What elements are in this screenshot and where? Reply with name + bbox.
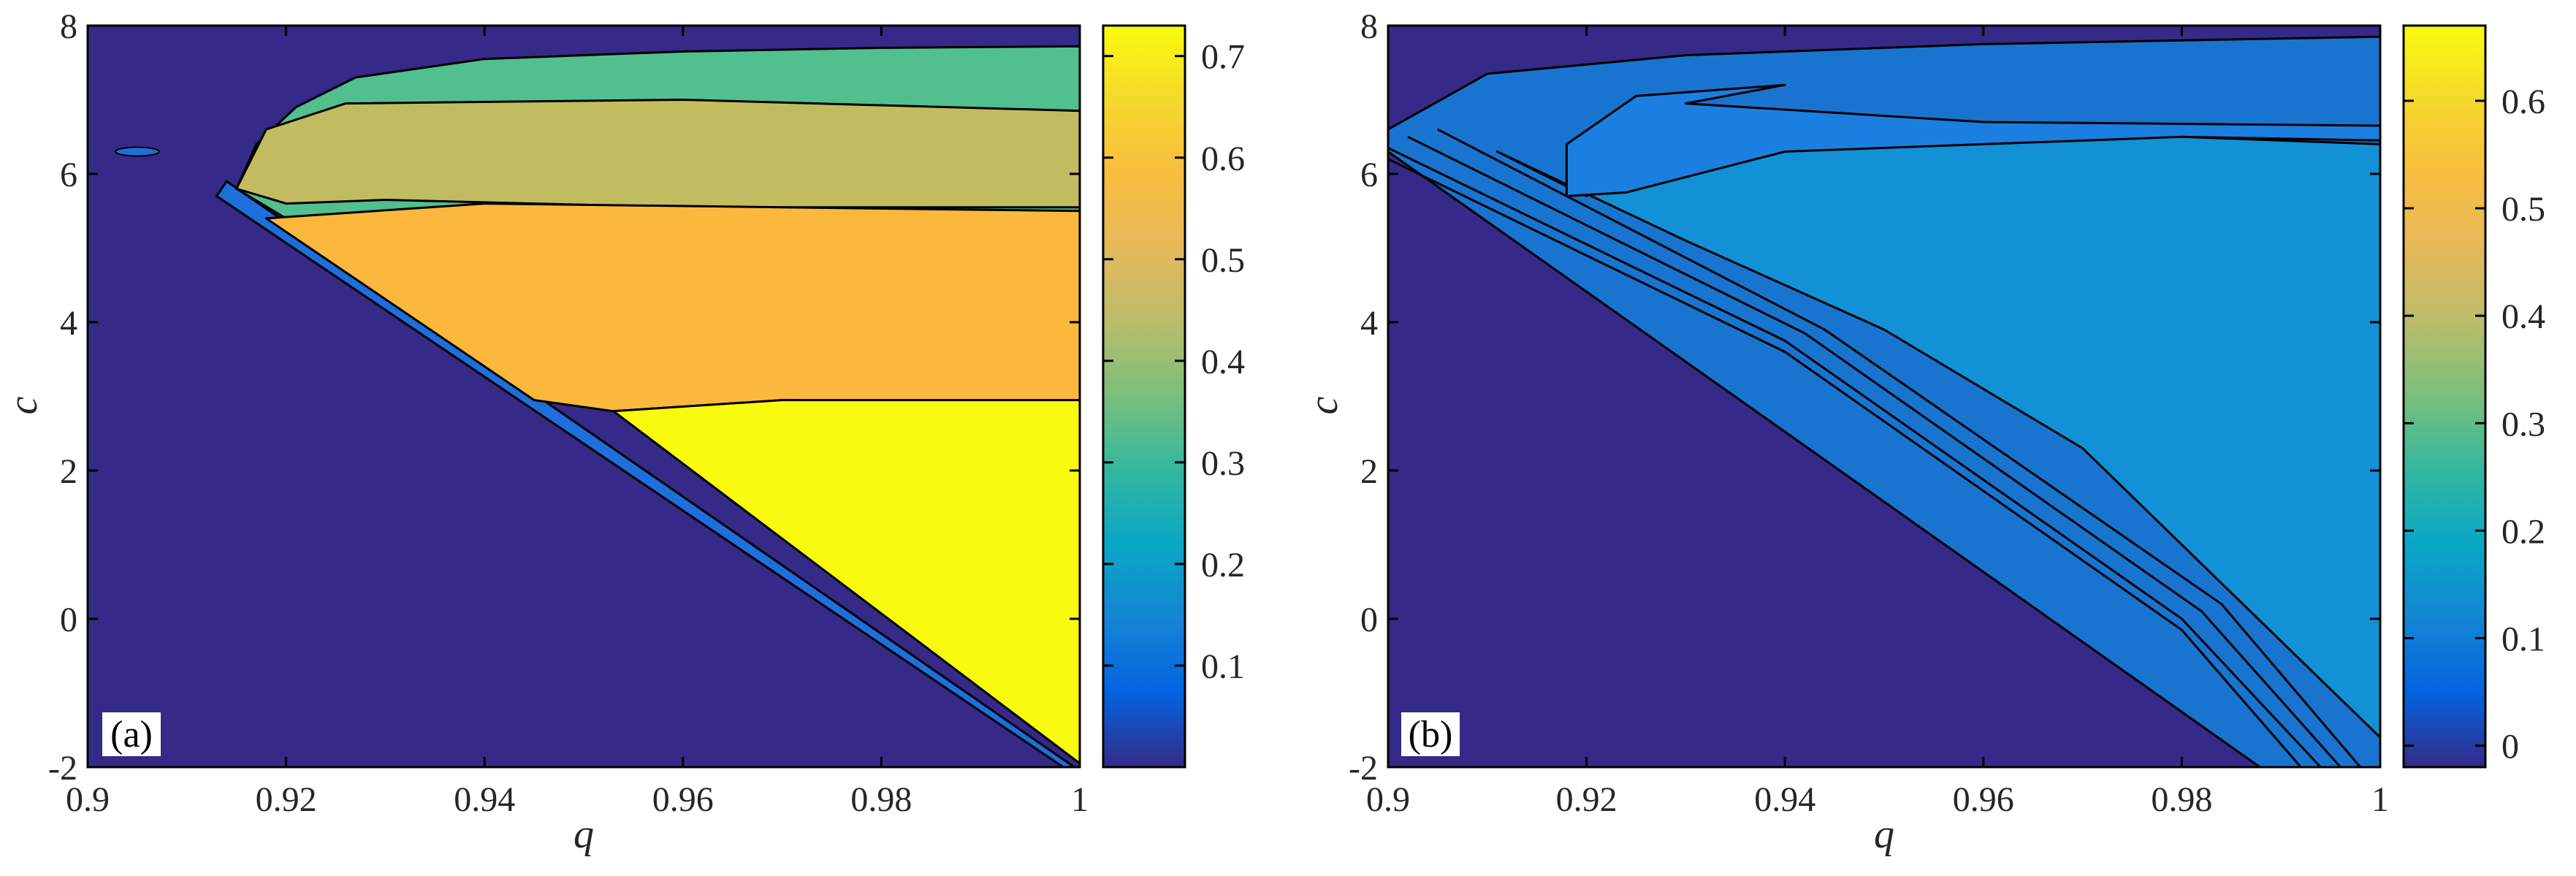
- contour-line: [1388, 147, 2322, 767]
- contour-regions-a: [114, 45, 1080, 767]
- y-tick-label: 4: [1360, 304, 1378, 343]
- x-tick-label: 0.98: [2151, 780, 2212, 819]
- x-tick-label: 0.98: [850, 780, 912, 819]
- colorbar-tick-label: 0: [2501, 728, 2519, 766]
- plot-frame-a: [86, 24, 1081, 769]
- colorbar-tick-label: 0.2: [2501, 512, 2545, 551]
- x-axis-label-a: q: [573, 812, 594, 857]
- colorbar-tick-label: 0.2: [1201, 546, 1245, 584]
- x-axis-label-b: q: [1874, 812, 1894, 857]
- colorbar-tick-label: 0.5: [1201, 241, 1245, 280]
- colorbar-ticks-b: 0 0.1 0.2 0.3 0.4 0.5 0.6: [2404, 83, 2545, 766]
- x-tick-label: 0.92: [256, 780, 317, 819]
- contour-line: [1407, 135, 2341, 767]
- x-tick-label: 0.9: [66, 780, 110, 819]
- x-tick-label: 1: [2371, 780, 2389, 819]
- y-tick-label: -2: [1349, 749, 1378, 788]
- y-tick-label: 6: [60, 156, 77, 194]
- colorbar-tick-label: 0.6: [2501, 83, 2545, 121]
- x-tick-label: 0.92: [1556, 780, 1617, 819]
- y-tick-label: 4: [60, 304, 77, 343]
- panel-tag-a: (a): [110, 714, 153, 755]
- y-tick-label: 0: [60, 601, 77, 639]
- colorbar-tick-label: 0.1: [2501, 620, 2545, 658]
- colorbar-tick-label: 0.4: [2501, 297, 2545, 336]
- contour-region-top-pocket: [1565, 83, 2380, 197]
- x-ticks-b: 0.9 0.92 0.94 0.96 0.98 1: [1366, 26, 2389, 819]
- y-axis-label-b: c: [1301, 396, 1346, 414]
- panel-tag-box-a: [102, 712, 161, 756]
- colorbar-tick-label: 0.5: [2501, 190, 2545, 229]
- y-tick-label: 2: [60, 452, 77, 491]
- plot-frame-b: [1387, 24, 2382, 769]
- y-tick-label: 8: [60, 7, 77, 46]
- x-tick-label: 0.94: [1754, 780, 1815, 819]
- colorbar-ticks-a: 0.1 0.2 0.3 0.4 0.5 0.6 0.7: [1103, 38, 1245, 686]
- colorbar-b: [2402, 24, 2487, 769]
- colorbar-tick-label: 0.3: [2501, 405, 2545, 443]
- x-tick-label: 0.96: [652, 780, 714, 819]
- x-tick-label: 0.94: [454, 780, 515, 819]
- contour-region-orange-band: [264, 202, 1080, 413]
- y-ticks-b: -2 0 2 4 6 8: [1349, 7, 2380, 788]
- contour-spot: [114, 146, 160, 157]
- y-tick-label: 6: [1360, 156, 1378, 194]
- contour-line: [1437, 128, 2361, 767]
- colorbar-a: [1102, 24, 1186, 769]
- panel-tag-b: (b): [1409, 714, 1453, 755]
- y-ticks-a: -2 0 2 4 6 8: [48, 7, 1080, 788]
- panel-a: 0.9 0.92 0.94 0.96 0.98 1 -2 0 2 4 6 8 q c (a) 0.1…: [1, 7, 1245, 857]
- colorbar-tick-label: 0.3: [1201, 444, 1245, 483]
- contour-region-middle-band: [235, 99, 1080, 209]
- y-tick-label: 2: [1360, 452, 1378, 491]
- panel-tag-box-b: [1401, 712, 1460, 756]
- y-tick-label: 0: [1360, 601, 1378, 639]
- colorbar-tick-label: 0.4: [1201, 343, 1245, 381]
- x-tick-label: 0.9: [1366, 780, 1410, 819]
- y-axis-label-a: c: [1, 396, 46, 414]
- contour-regions-b: [1388, 35, 2380, 767]
- colorbar-tick-label: 0.1: [1201, 647, 1245, 686]
- contour-region-yellow-core: [612, 399, 1080, 765]
- y-tick-label: 8: [1360, 7, 1378, 46]
- colorbar-tick-label: 0.7: [1201, 38, 1245, 77]
- x-tick-label: 1: [1071, 780, 1089, 819]
- contour-line: [1388, 158, 2302, 767]
- y-tick-label: -2: [48, 749, 77, 788]
- x-ticks-a: 0.9 0.92 0.94 0.96 0.98 1: [66, 26, 1089, 819]
- x-tick-label: 0.96: [1953, 780, 2014, 819]
- colorbar-tick-label: 0.6: [1201, 140, 1245, 178]
